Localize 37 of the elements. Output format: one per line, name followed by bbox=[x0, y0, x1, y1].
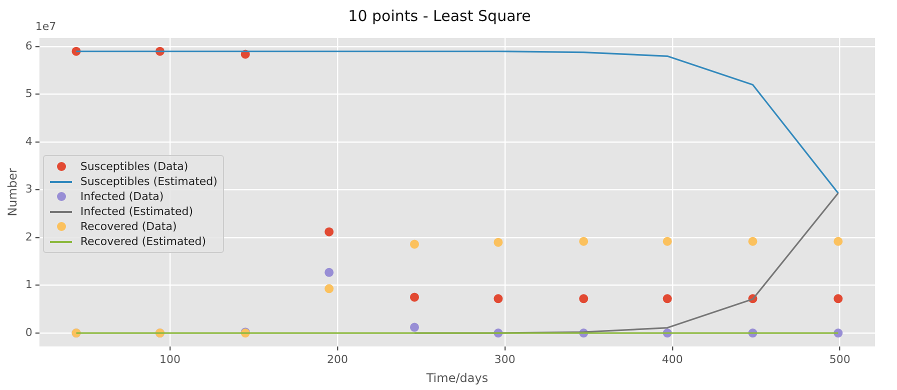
point bbox=[410, 322, 419, 332]
chart-title: 10 points - Least Square bbox=[348, 6, 531, 25]
point bbox=[662, 294, 672, 304]
x-tick-label: 300 bbox=[494, 352, 516, 366]
point bbox=[834, 294, 843, 304]
legend-label: Recovered (Data) bbox=[80, 220, 177, 234]
y-axis-title: Number bbox=[5, 168, 20, 216]
point bbox=[324, 268, 334, 277]
point bbox=[324, 284, 334, 294]
y-tick-label: 1 bbox=[25, 278, 32, 292]
point bbox=[494, 238, 503, 247]
x-tick-label: 500 bbox=[829, 352, 850, 366]
y-tick-label: 0 bbox=[25, 326, 32, 339]
y-tick-label: 6 bbox=[25, 39, 32, 52]
point bbox=[579, 236, 588, 246]
point bbox=[410, 292, 419, 302]
point bbox=[662, 236, 672, 246]
x-tick-label: 200 bbox=[326, 352, 348, 366]
x-tick-label: 100 bbox=[160, 352, 181, 366]
legend-label: Susceptibles (Data) bbox=[80, 160, 188, 174]
point bbox=[579, 294, 588, 304]
y-tick-label: 4 bbox=[25, 134, 32, 148]
point bbox=[834, 236, 843, 246]
y-tick-label: 3 bbox=[25, 182, 32, 196]
x-axis-title: Time/days bbox=[425, 370, 488, 385]
point bbox=[494, 294, 503, 304]
point bbox=[748, 236, 758, 246]
legend-label: Susceptibles (Estimated) bbox=[80, 175, 218, 188]
text: 1e7 bbox=[35, 20, 56, 33]
point bbox=[324, 227, 334, 236]
point bbox=[410, 240, 419, 249]
x-tick-label: 400 bbox=[662, 352, 683, 366]
legend-label: Infected (Data) bbox=[80, 190, 164, 204]
legend-label: Infected (Estimated) bbox=[80, 205, 194, 218]
y-tick-label: 5 bbox=[25, 87, 32, 100]
y-tick-label: 2 bbox=[25, 230, 32, 244]
legend-label: Recovered (Estimated) bbox=[80, 235, 206, 248]
